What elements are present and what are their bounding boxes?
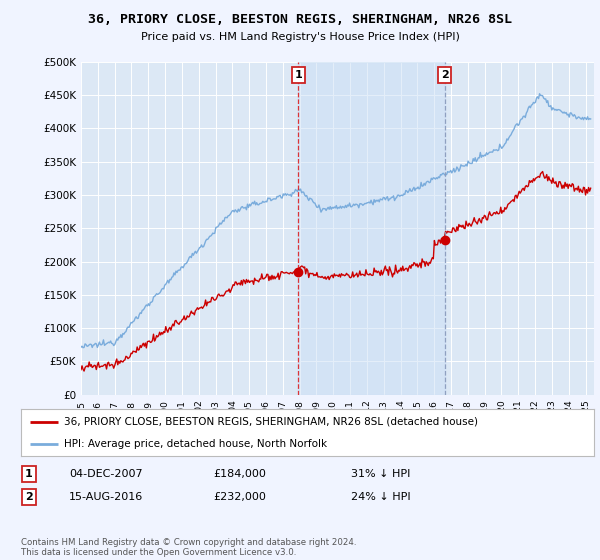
Text: £184,000: £184,000: [213, 469, 266, 479]
Text: 36, PRIORY CLOSE, BEESTON REGIS, SHERINGHAM, NR26 8SL: 36, PRIORY CLOSE, BEESTON REGIS, SHERING…: [88, 13, 512, 26]
Text: HPI: Average price, detached house, North Norfolk: HPI: Average price, detached house, Nort…: [64, 438, 327, 449]
Bar: [298, 62, 445, 395]
Text: Price paid vs. HM Land Registry's House Price Index (HPI): Price paid vs. HM Land Registry's House …: [140, 32, 460, 43]
Text: Contains HM Land Registry data © Crown copyright and database right 2024.
This d: Contains HM Land Registry data © Crown c…: [21, 538, 356, 557]
Text: 04-DEC-2007: 04-DEC-2007: [69, 469, 143, 479]
Text: 24% ↓ HPI: 24% ↓ HPI: [351, 492, 410, 502]
Text: 31% ↓ HPI: 31% ↓ HPI: [351, 469, 410, 479]
Text: 2: 2: [441, 70, 449, 80]
Text: 1: 1: [25, 469, 32, 479]
Text: 2: 2: [25, 492, 32, 502]
Text: 15-AUG-2016: 15-AUG-2016: [69, 492, 143, 502]
Text: 36, PRIORY CLOSE, BEESTON REGIS, SHERINGHAM, NR26 8SL (detached house): 36, PRIORY CLOSE, BEESTON REGIS, SHERING…: [64, 417, 478, 427]
Text: 1: 1: [295, 70, 302, 80]
Text: £232,000: £232,000: [213, 492, 266, 502]
